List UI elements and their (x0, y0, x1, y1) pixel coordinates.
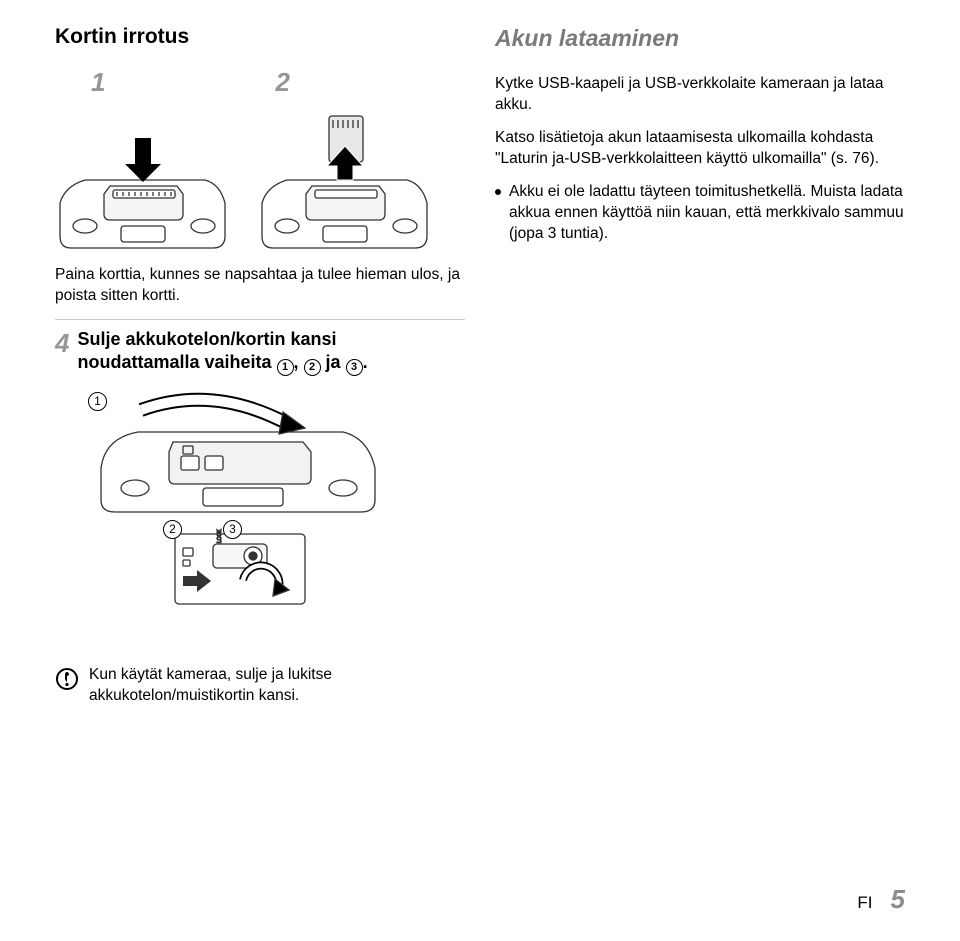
illus-close-cover: LOCK (83, 390, 403, 610)
step-number-1: 1 (91, 67, 105, 98)
right-column: Akun lataaminen Kytke USB-kaapeli ja USB… (495, 25, 905, 707)
heading-charging: Akun lataaminen (495, 25, 905, 52)
circle-2-inline: 2 (304, 359, 321, 376)
step-4-number: 4 (55, 330, 69, 356)
caption-press-card: Paina korttia, kunnes se napsahtaa ja tu… (55, 265, 465, 307)
warning-text: Kun käytät kameraa, sulje ja lukitse akk… (89, 665, 465, 707)
circle-1-inline: 1 (277, 359, 294, 376)
left-column: Kortin irrotus 1 2 (55, 25, 465, 707)
mid: ja (321, 352, 346, 372)
step-number-2: 2 (275, 67, 289, 98)
illus-press-card (55, 108, 229, 253)
illus-pull-card (257, 108, 431, 253)
footer-lang: FI (857, 893, 872, 913)
circle-1-fig: 1 (88, 392, 107, 411)
end: . (363, 352, 368, 372)
circle-2-fig: 2 (163, 520, 182, 539)
circle-3-fig: 3 (223, 520, 242, 539)
step-4-text: Sulje akkukotelon/kortin kansi noudattam… (77, 328, 367, 376)
page-footer: FI 5 (857, 884, 905, 915)
divider (55, 319, 465, 320)
bullet-charge-text: Akku ei ole ladattu täyteen toimitushetk… (509, 182, 905, 245)
step-4-row: 4 Sulje akkukotelon/kortin kansi noudatt… (55, 328, 465, 376)
bullet-dot-icon (495, 189, 501, 195)
p-seealso: Katso lisätietoja akun lataamisesta ulko… (495, 128, 905, 170)
heading-card-removal: Kortin irrotus (55, 25, 465, 49)
illus-close-cover-wrap: 1 2 3 (55, 390, 465, 615)
step4-line1: Sulje akkukotelon/kortin kansi (77, 329, 336, 349)
illustration-row-top (55, 108, 465, 253)
p-connect: Kytke USB-kaapeli ja USB-verkkolaite kam… (495, 74, 905, 116)
bullet-charge: Akku ei ole ladattu täyteen toimitushetk… (495, 182, 905, 245)
sep1: , (294, 352, 304, 372)
step4-line2-pre: noudattamalla vaiheita (77, 352, 276, 372)
circle-3-inline: 3 (346, 359, 363, 376)
warning-icon (55, 667, 79, 691)
warning-row: Kun käytät kameraa, sulje ja lukitse akk… (55, 665, 465, 707)
step-numbers-row: 1 2 (55, 67, 465, 98)
footer-page-number: 5 (891, 884, 905, 915)
